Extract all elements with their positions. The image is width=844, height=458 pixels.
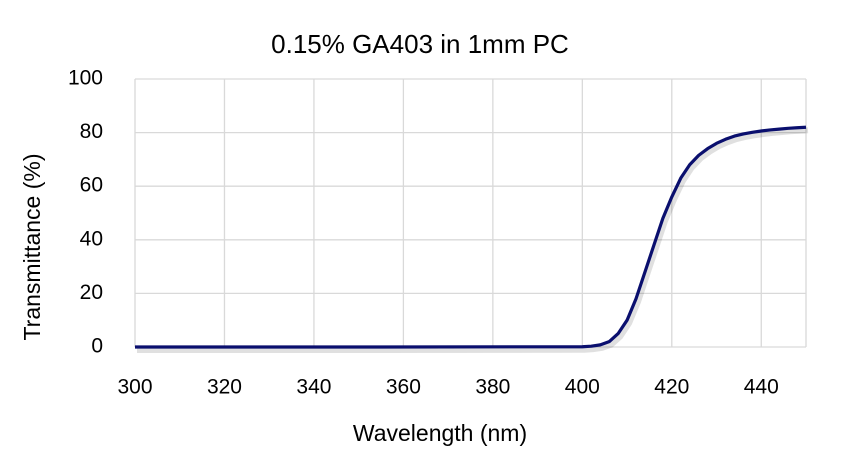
y-tick-label: 60 (80, 174, 103, 197)
chart-title: 0.15% GA403 in 1mm PC (271, 29, 569, 59)
y-axis-title: Transmittance (%) (19, 153, 45, 340)
x-tick-label: 400 (565, 376, 600, 399)
x-axis-title: Wavelength (nm) (353, 420, 527, 446)
data-line (135, 125, 807, 349)
y-tick-label: 100 (68, 67, 103, 90)
line-shadow (137, 127, 809, 353)
x-tick-label: 360 (386, 376, 421, 399)
y-tick-label: 40 (80, 227, 103, 250)
x-tick-label: 420 (654, 376, 689, 399)
x-tick-label: 380 (475, 376, 510, 399)
x-tick-label: 320 (207, 376, 242, 399)
x-tick-label: 300 (117, 376, 152, 399)
x-tick-label: 340 (296, 376, 331, 399)
y-tick-label: 80 (80, 120, 103, 143)
x-tick-label: 440 (744, 376, 779, 399)
y-tick-label: 20 (80, 281, 103, 304)
y-tick-label: 0 (91, 335, 103, 358)
